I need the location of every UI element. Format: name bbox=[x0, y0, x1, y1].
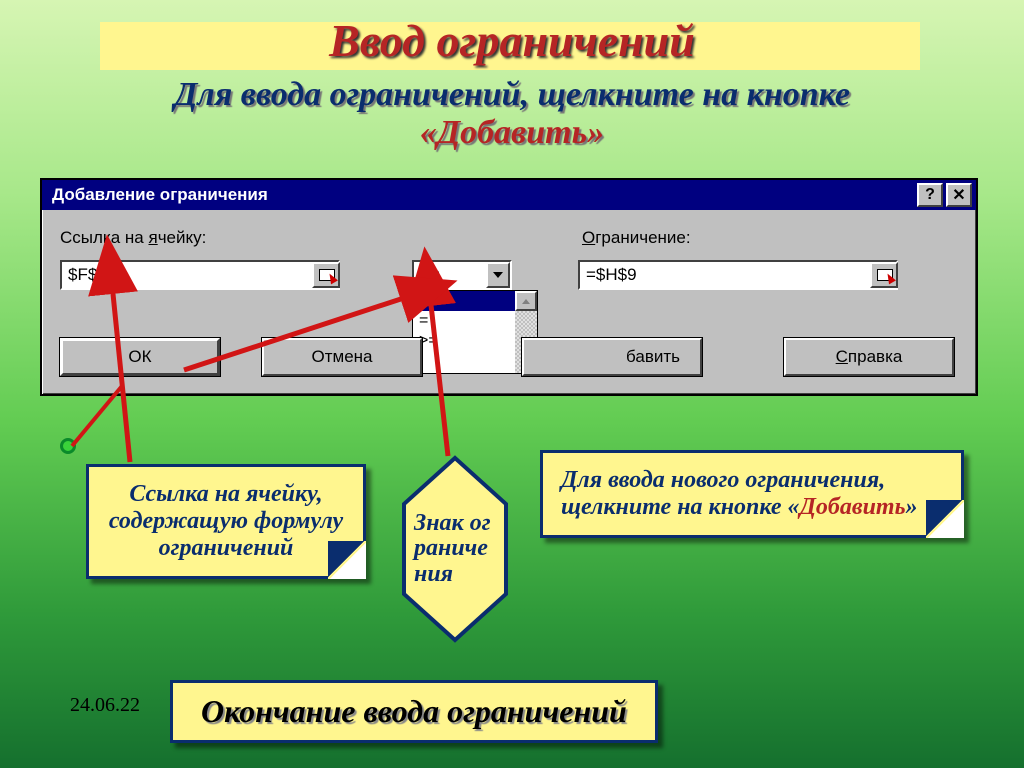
cell-ref-input[interactable]: $F$9 bbox=[60, 260, 340, 290]
ok-button[interactable]: ОК bbox=[60, 338, 220, 376]
footer-text: Окончание ввода ограничений bbox=[201, 693, 627, 729]
callout-add-post: » bbox=[906, 494, 918, 520]
callout-cell-ref-text: Ссылка на ячейку, содержащую формулу огр… bbox=[109, 481, 343, 561]
combo-dropdown-button[interactable] bbox=[486, 262, 510, 288]
callout-cell-ref: Ссылка на ячейку, содержащую формулу огр… bbox=[86, 464, 366, 579]
cancel-button[interactable]: Отмена bbox=[262, 338, 422, 376]
dialog-title: Добавление ограничения bbox=[52, 185, 914, 205]
callout-operator-sign: Знак ограничения bbox=[400, 454, 510, 644]
add-button[interactable]: бавить bbox=[522, 338, 702, 376]
slide-title: Ввод ограничений bbox=[0, 14, 1024, 67]
help-button[interactable]: ? bbox=[917, 183, 943, 207]
dialog-titlebar[interactable]: Добавление ограничения ? ✕ bbox=[42, 180, 976, 210]
help-button-dialog[interactable]: Справка bbox=[784, 338, 954, 376]
connector-dot bbox=[60, 438, 76, 454]
dialog-body: Ссылка на ячейку: $F$9 <= <= = >= Ограни… bbox=[42, 210, 976, 394]
subtitle-text: Для ввода ограничений, щелкните на кнопк… bbox=[174, 76, 850, 113]
cell-ref-picker-icon[interactable] bbox=[312, 262, 340, 288]
constraint-input[interactable]: =$H$9 bbox=[578, 260, 898, 290]
callout-operator-text: Знак ограничения bbox=[400, 511, 510, 587]
date-label: 24.06.22 bbox=[70, 694, 140, 717]
scroll-up-icon[interactable] bbox=[515, 291, 537, 311]
cell-ref-label: Ссылка на ячейку: bbox=[60, 228, 206, 248]
subtitle-accent: «Добавить» bbox=[420, 114, 604, 151]
add-constraint-dialog: Добавление ограничения ? ✕ Ссылка на яче… bbox=[40, 178, 978, 396]
constraint-label: Ограничение: bbox=[582, 228, 691, 248]
slide-subtitle: Для ввода ограничений, щелкните на кнопк… bbox=[0, 76, 1024, 152]
footer-bar: Окончание ввода ограничений bbox=[170, 680, 658, 743]
constraint-ref-picker-icon[interactable] bbox=[870, 262, 898, 288]
callout-add-new: Для ввода нового ограничения, щелкните н… bbox=[540, 450, 964, 538]
callout-fold-icon bbox=[926, 500, 964, 538]
callout-fold-icon bbox=[328, 541, 366, 579]
operator-dropdown[interactable]: <= = >= bbox=[412, 290, 538, 374]
callout-add-accent: Добавить bbox=[799, 494, 905, 520]
close-button[interactable]: ✕ bbox=[946, 183, 972, 207]
